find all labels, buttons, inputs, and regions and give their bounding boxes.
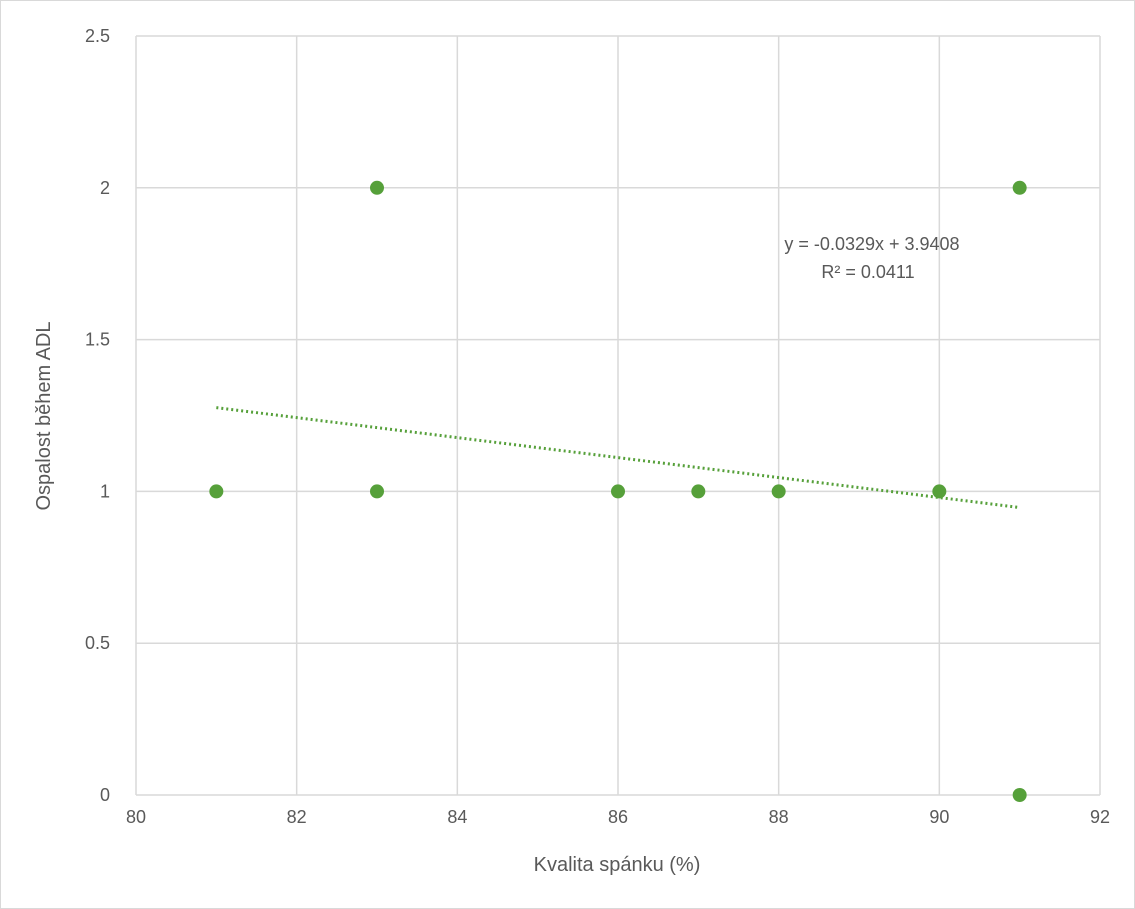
x-tick-label-4: 88 [769,807,789,827]
x-tick-label-5: 90 [929,807,949,827]
y-tick-label-0: 0 [100,785,110,805]
trendline-r2: R² = 0.0411 [821,262,914,282]
y-tick-label-1: 0.5 [85,633,110,653]
y-axis-title: Ospalost během ADL [33,322,55,511]
y-tick-label-2: 1 [100,481,110,501]
data-point-0 [209,484,224,499]
x-axis-ticks: 80 82 84 86 88 90 92 [126,807,1110,827]
x-tick-label-3: 86 [608,807,628,827]
data-point-7 [1012,180,1027,195]
data-point-8 [1012,788,1027,802]
x-tick-label-0: 80 [126,807,146,827]
x-axis-title: Kvalita spánku (%) [534,854,701,876]
data-point-5 [771,484,786,499]
data-point-2 [370,484,384,499]
x-tick-label-1: 82 [287,807,307,827]
data-points [209,180,1027,802]
data-point-4 [691,484,706,499]
data-point-6 [932,484,947,499]
trendline-equation: y = -0.0329x + 3.9408 [784,234,959,254]
x-tick-label-6: 92 [1090,807,1110,827]
y-tick-label-5: 2.5 [85,26,110,46]
x-tick-label-2: 84 [447,807,467,827]
data-point-1 [370,180,384,195]
gridlines [135,35,1101,796]
y-axis-ticks: 0 0.5 1 1.5 2 2.5 [85,26,110,805]
y-tick-label-3: 1.5 [85,330,110,350]
y-tick-label-4: 2 [100,178,110,198]
data-point-3 [611,484,625,499]
